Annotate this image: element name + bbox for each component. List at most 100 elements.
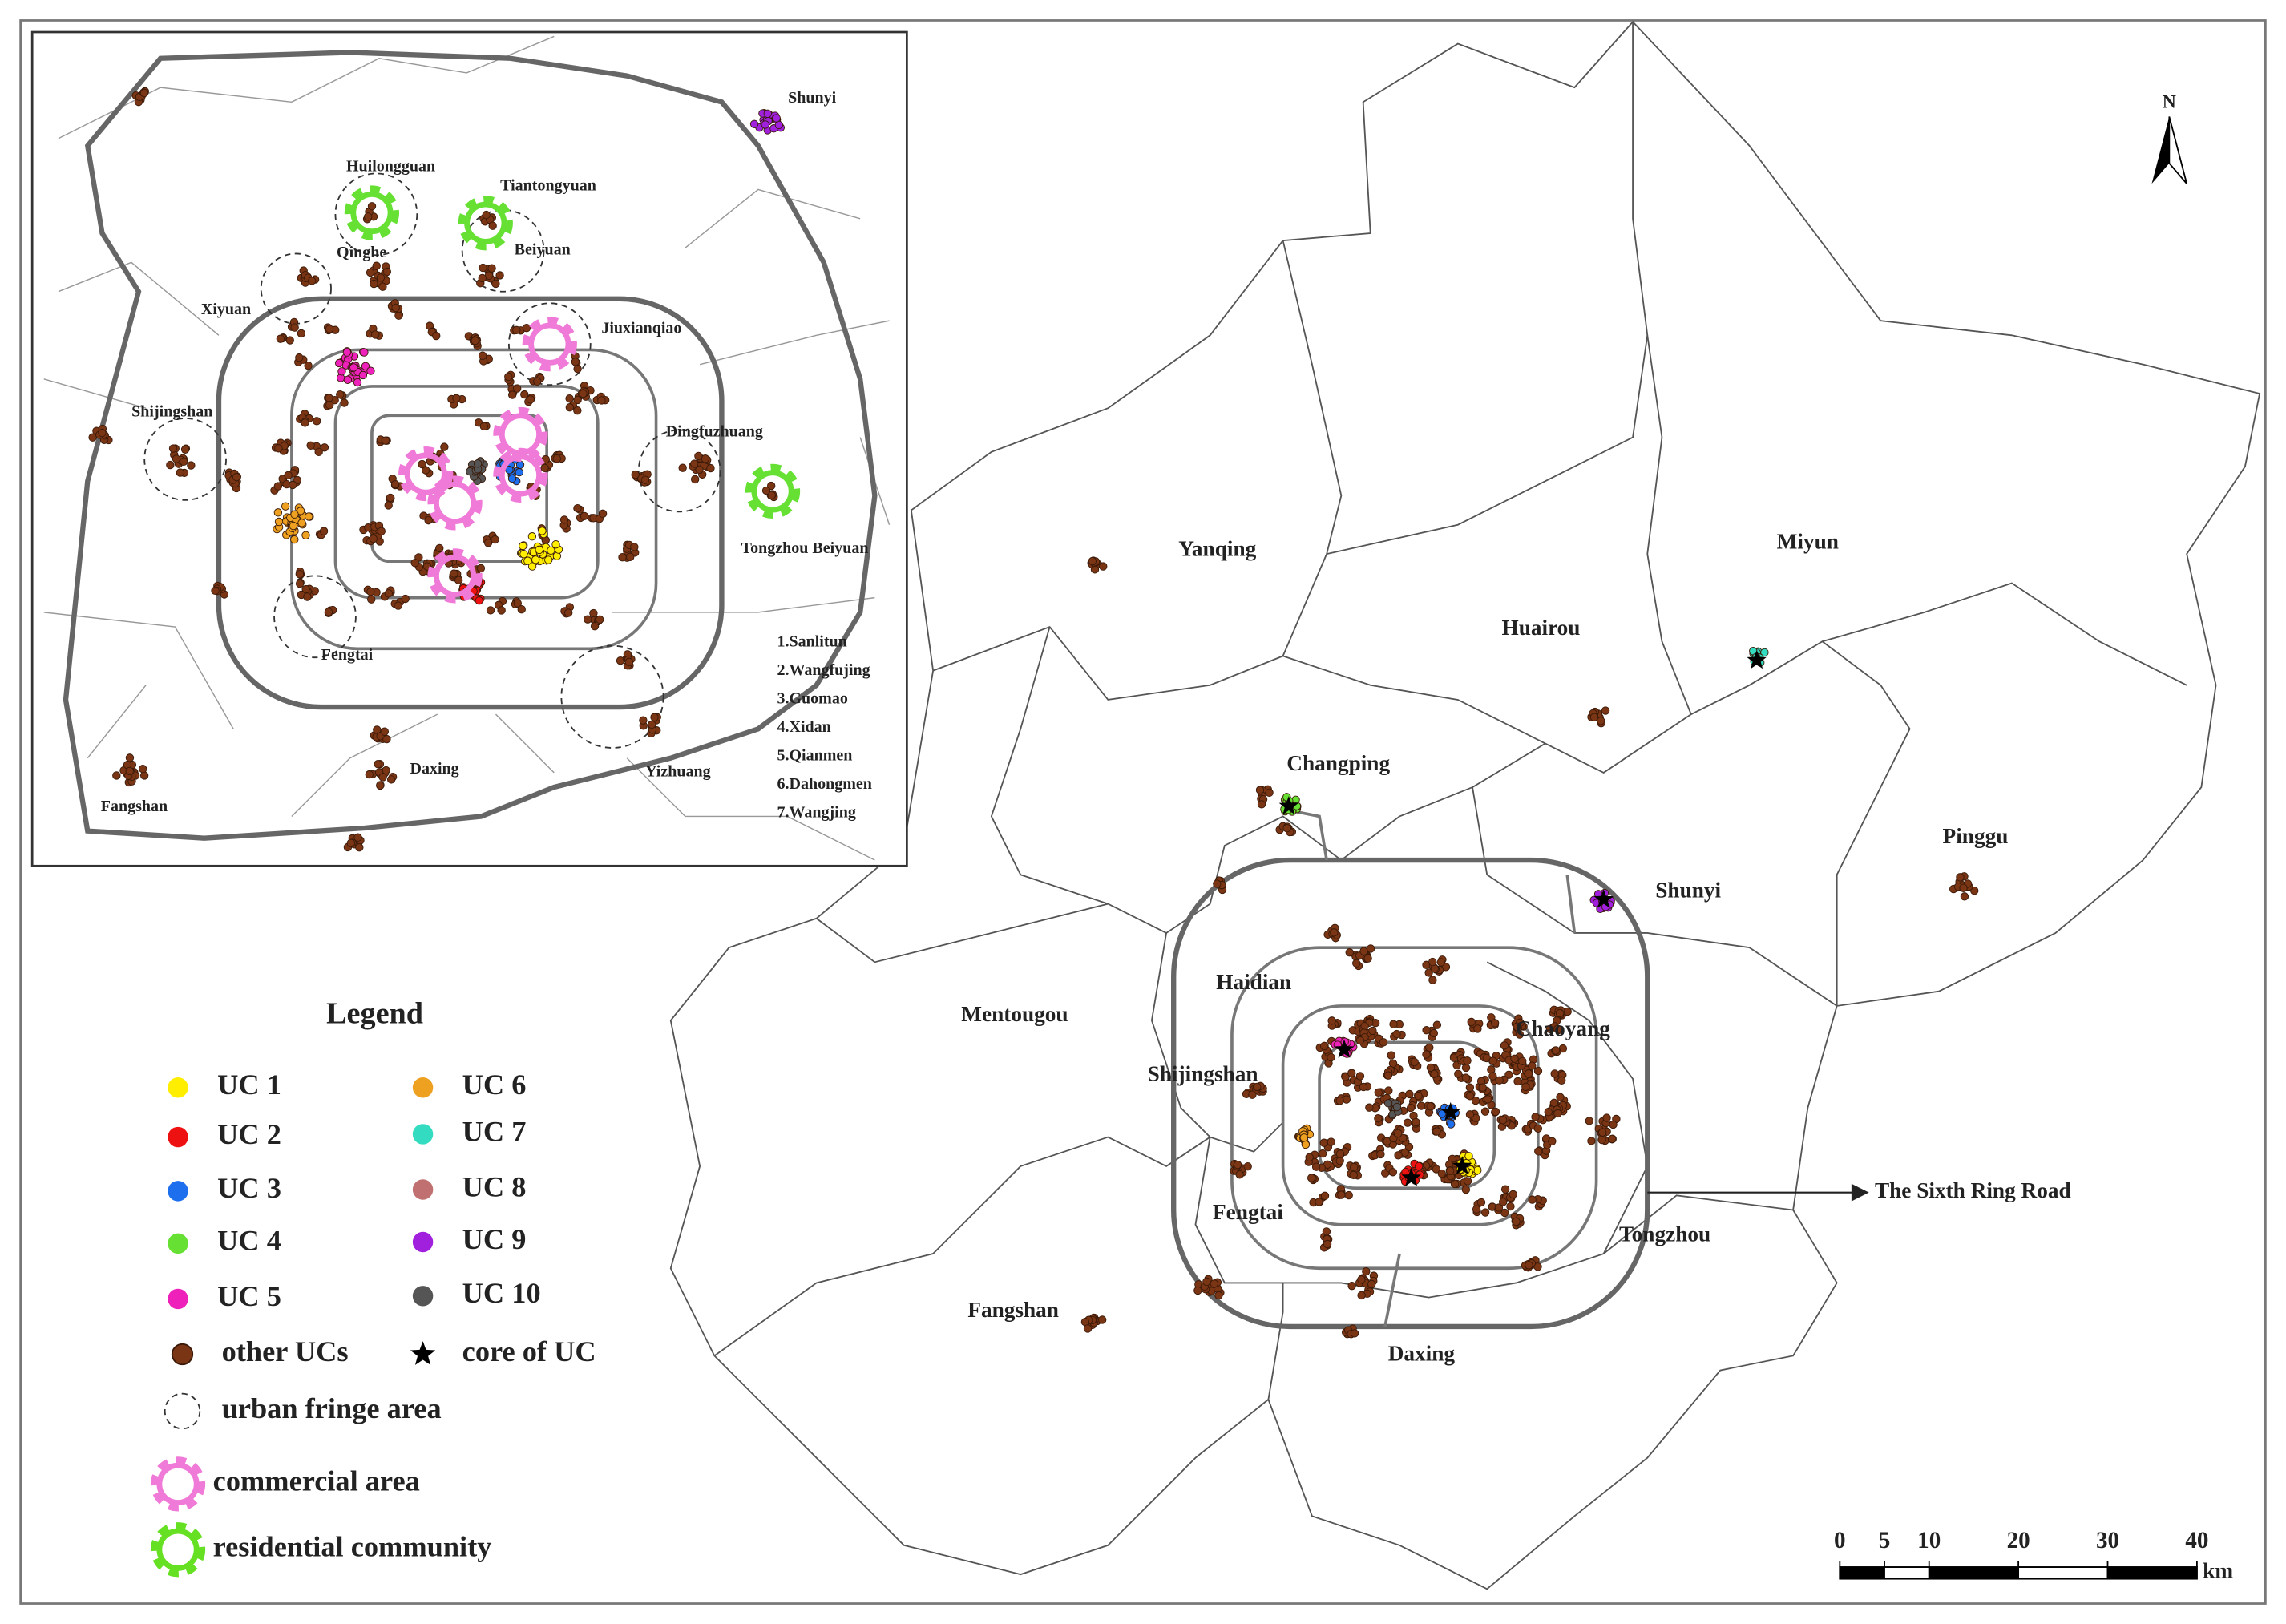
uc-dot	[495, 271, 504, 280]
uc-dot	[1362, 1267, 1371, 1276]
gear-ring	[156, 1528, 200, 1571]
uc-dot	[176, 468, 184, 477]
labels: Yanqing Miyun Huairou Changping Pinggu Shunyi…	[101, 89, 2009, 1365]
uc-dot	[304, 361, 313, 370]
uc-dot	[531, 555, 540, 564]
uc-dot	[1601, 706, 1610, 715]
uc-dot	[1327, 1052, 1335, 1062]
uc-dot	[1357, 1275, 1366, 1284]
uc-dot	[749, 119, 759, 128]
uc-dot	[1214, 1291, 1223, 1300]
uc-dot	[763, 109, 772, 118]
uc-dot	[381, 436, 390, 445]
commercial-area-name: 3.Guomao	[777, 690, 848, 708]
uc-dot	[360, 348, 369, 357]
uc-dot	[1556, 1093, 1565, 1101]
uc-dot	[1587, 1137, 1596, 1145]
uc-dot	[1551, 1046, 1561, 1055]
inset-place-label: Xiyuan	[201, 301, 251, 318]
fringe-circle	[334, 172, 418, 257]
uc-dot	[382, 267, 392, 277]
uc-dot	[598, 509, 608, 519]
uc-dot	[1389, 1020, 1398, 1028]
uc-dot	[301, 418, 309, 427]
uc-dot	[1083, 1324, 1093, 1333]
uc-dot	[281, 502, 290, 511]
uc-clusters	[88, 87, 1979, 1339]
inset-place-label: Qinghe	[337, 244, 386, 261]
uc-dot	[573, 395, 582, 405]
uc-dot	[1202, 1277, 1211, 1287]
legend-label: urban fringe area	[222, 1392, 442, 1424]
inset-place-label: Shunyi	[788, 89, 836, 107]
uc-dot	[386, 493, 395, 503]
uc-dot	[1425, 1043, 1434, 1052]
uc-dot	[547, 546, 555, 555]
uc-dot	[1488, 1072, 1497, 1081]
uc-dot	[1609, 1120, 1618, 1129]
uc-dot	[559, 515, 569, 524]
district-label: Shijingshan	[1148, 1061, 1258, 1085]
uc-dot	[377, 527, 386, 535]
uc-dot	[552, 454, 561, 463]
uc-dot	[289, 521, 298, 531]
uc-dot	[573, 406, 582, 415]
scale-segment	[1884, 1566, 1930, 1580]
uc-dot	[367, 595, 376, 604]
uc-dot	[211, 586, 220, 596]
uc-dot	[1437, 1169, 1446, 1178]
fringe-circle	[507, 302, 592, 386]
uc-dot	[289, 480, 297, 490]
uc-dot	[343, 375, 353, 384]
uc-dot	[1589, 713, 1599, 721]
uc-dot	[761, 120, 769, 129]
legend-label: UC 9	[462, 1223, 527, 1255]
uc-dot	[1363, 954, 1372, 963]
uc-dot	[382, 734, 391, 744]
uc-dot	[1350, 1162, 1359, 1172]
gear-ring	[433, 554, 477, 597]
district-label: Yanqing	[1178, 537, 1256, 561]
uc-dot	[1432, 1165, 1440, 1174]
uc-dot	[1563, 1007, 1572, 1016]
uc-dot	[276, 334, 285, 343]
uc-dot	[488, 221, 497, 230]
uc-dot	[376, 781, 385, 790]
uc-dot	[1344, 1190, 1353, 1200]
uc-dot	[491, 279, 500, 289]
uc-dot	[1335, 1097, 1344, 1105]
uc-dot	[579, 389, 588, 398]
inset-place-label: Shijingshan	[131, 402, 212, 420]
uc-dot	[378, 773, 387, 782]
uc-dot	[384, 589, 393, 598]
uc-dot	[98, 428, 107, 438]
district-label: Chaoyang	[1516, 1016, 1611, 1040]
uc-dot	[297, 519, 306, 527]
uc-dot	[295, 353, 304, 362]
fringe-circle	[461, 208, 545, 293]
uc-dot	[1432, 1020, 1442, 1029]
uc-dot	[365, 770, 374, 779]
inset-frame	[30, 30, 908, 867]
inset-place-label: Dingfuzhuang	[666, 423, 763, 441]
uc-dot	[519, 550, 528, 559]
uc-dot	[504, 372, 513, 382]
uc-dot	[1097, 1315, 1107, 1324]
uc-dot	[303, 592, 312, 601]
uc-dot	[1311, 1162, 1321, 1171]
uc-dot	[1557, 1076, 1566, 1085]
legend-swatch	[168, 1077, 188, 1098]
uc-dot	[1607, 1134, 1617, 1144]
gear	[150, 1456, 206, 1512]
uc-dot	[353, 833, 362, 842]
uc-dot	[1210, 1279, 1218, 1288]
uc-dot	[1960, 892, 1969, 901]
uc-dot	[435, 543, 444, 553]
uc-dot	[424, 515, 433, 525]
uc-dot	[297, 329, 306, 338]
uc-dot	[535, 545, 543, 555]
uc-dot	[380, 727, 390, 736]
uc-dot	[1233, 1160, 1242, 1170]
fringe-circle	[143, 418, 227, 501]
